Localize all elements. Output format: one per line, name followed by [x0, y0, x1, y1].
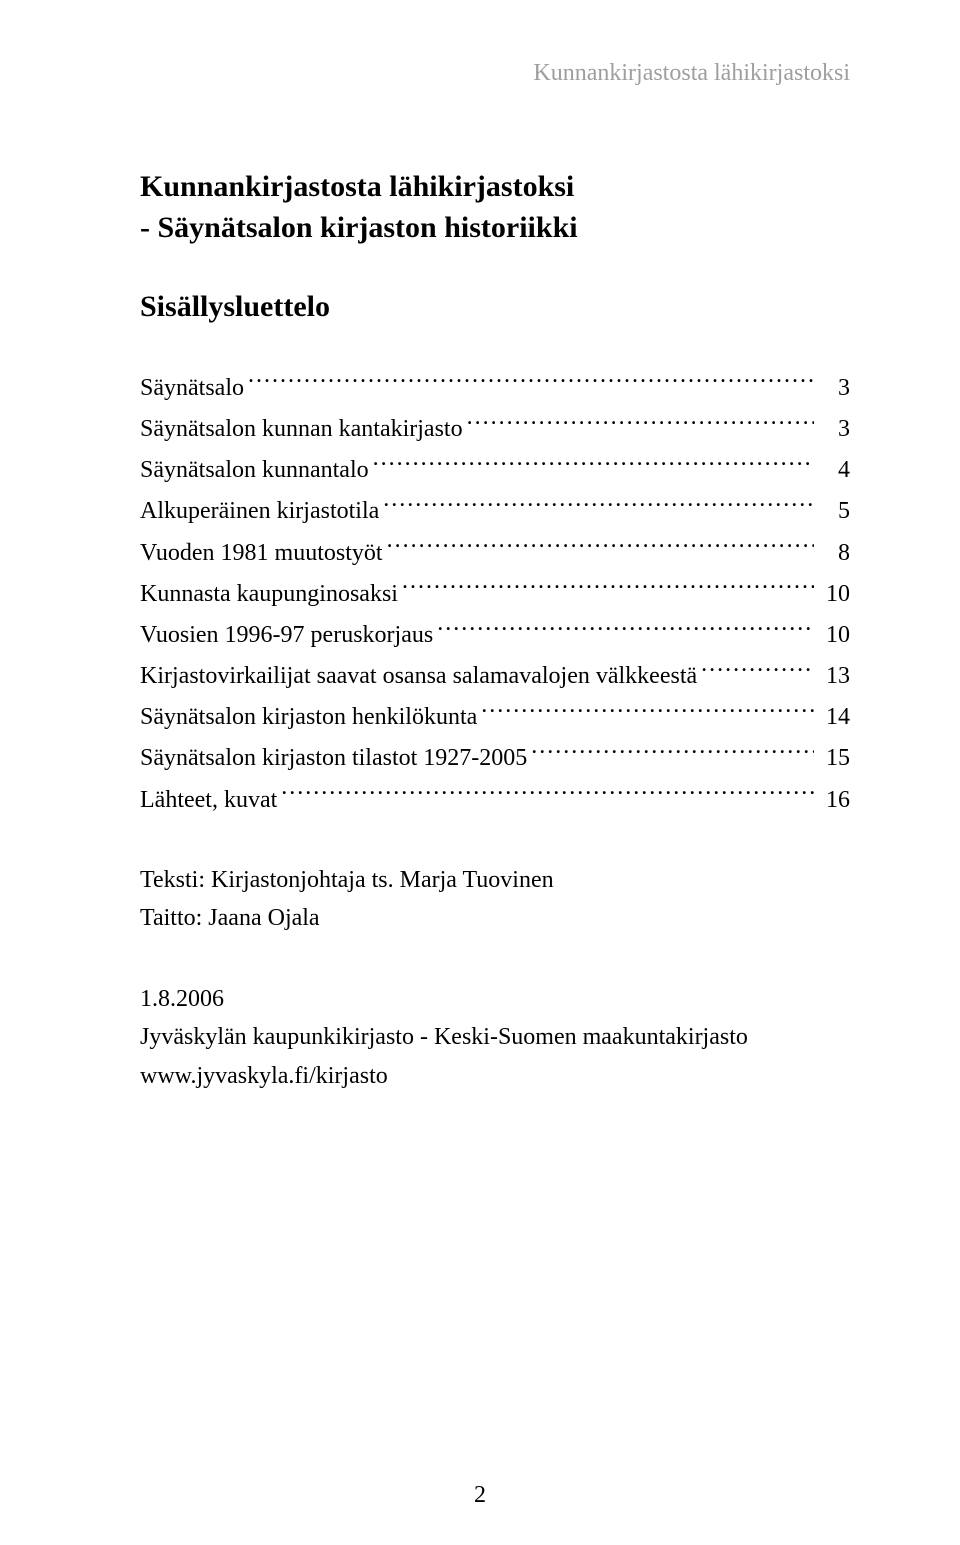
credits-layout-author: Taitto: Jaana Ojala	[140, 899, 850, 937]
toc-entry-label: Lähteet, kuvat	[140, 781, 277, 819]
toc-entry-page: 10	[818, 575, 850, 613]
toc-entry: Vuosien 1996-97 peruskorjaus 10	[140, 613, 850, 654]
toc-entry-label: Säynätsalon kunnan kantakirjasto	[140, 410, 463, 448]
toc-entry: Alkuperäinen kirjastotila 5	[140, 490, 850, 531]
toc-leader-dots	[481, 696, 814, 725]
imprint-publisher: Jyväskylän kaupunkikirjasto - Keski-Suom…	[140, 1018, 850, 1056]
page-number: 2	[0, 1482, 960, 1509]
title-line-2: - Säynätsalon kirjaston historiikki	[140, 211, 578, 244]
toc-leader-dots	[437, 613, 814, 642]
toc-entry-page: 5	[818, 492, 850, 530]
toc-leader-dots	[402, 572, 814, 601]
toc-entry-label: Säynätsalon kirjaston tilastot 1927-2005	[140, 739, 527, 777]
toc-leader-dots	[387, 531, 814, 560]
toc-entry-page: 3	[818, 410, 850, 448]
toc-entry: Lähteet, kuvat 16	[140, 778, 850, 819]
toc-entry: Säynätsalon kunnantalo 4	[140, 448, 850, 489]
toc-entry-page: 8	[818, 534, 850, 572]
toc-entry-label: Säynätsalo	[140, 369, 244, 407]
toc-leader-dots	[531, 737, 814, 766]
toc-entry: Kunnasta kaupunginosaksi 10	[140, 572, 850, 613]
toc-entry-page: 14	[818, 698, 850, 736]
toc-entry: Säynätsalo 3	[140, 366, 850, 407]
toc-leader-dots	[701, 654, 814, 683]
toc-entry-label: Vuoden 1981 muutostyöt	[140, 534, 383, 572]
toc-entry-page: 13	[818, 657, 850, 695]
toc-entry-label: Kunnasta kaupunginosaksi	[140, 575, 398, 613]
document-title: Kunnankirjastosta lähikirjastoksi - Säyn…	[140, 167, 850, 248]
toc-leader-dots	[248, 366, 814, 395]
toc-leader-dots	[467, 407, 814, 436]
toc-entry-label: Alkuperäinen kirjastotila	[140, 492, 379, 530]
toc-entry-page: 15	[818, 739, 850, 777]
toc-entry-label: Vuosien 1996-97 peruskorjaus	[140, 616, 433, 654]
table-of-contents: Säynätsalo 3 Säynätsalon kunnan kantakir…	[140, 366, 850, 819]
credits-text-author: Teksti: Kirjastonjohtaja ts. Marja Tuovi…	[140, 861, 850, 899]
toc-entry-page: 4	[818, 451, 850, 489]
toc-entry: Säynätsalon kirjaston henkilökunta 14	[140, 696, 850, 737]
toc-entry-label: Säynätsalon kunnantalo	[140, 451, 369, 489]
imprint-date: 1.8.2006	[140, 980, 850, 1018]
document-page: Kunnankirjastosta lähikirjastoksi Kunnan…	[0, 0, 960, 1545]
toc-entry: Säynätsalon kirjaston tilastot 1927-2005…	[140, 737, 850, 778]
toc-leader-dots	[373, 448, 814, 477]
toc-entry-page: 16	[818, 781, 850, 819]
toc-heading: Sisällysluettelo	[140, 290, 850, 324]
title-line-1: Kunnankirjastosta lähikirjastoksi	[140, 170, 574, 203]
imprint-block: 1.8.2006 Jyväskylän kaupunkikirjasto - K…	[140, 980, 850, 1095]
imprint-url: www.jyvaskyla.fi/kirjasto	[140, 1057, 850, 1095]
toc-entry-page: 10	[818, 616, 850, 654]
toc-entry: Vuoden 1981 muutostyöt 8	[140, 531, 850, 572]
toc-entry-label: Kirjastovirkailijat saavat osansa salama…	[140, 657, 697, 695]
toc-leader-dots	[281, 778, 814, 807]
toc-entry: Kirjastovirkailijat saavat osansa salama…	[140, 654, 850, 695]
toc-entry-label: Säynätsalon kirjaston henkilökunta	[140, 698, 477, 736]
toc-entry-page: 3	[818, 369, 850, 407]
running-header: Kunnankirjastosta lähikirjastoksi	[140, 60, 850, 87]
toc-leader-dots	[383, 490, 814, 519]
credits-block: Teksti: Kirjastonjohtaja ts. Marja Tuovi…	[140, 861, 850, 938]
toc-entry: Säynätsalon kunnan kantakirjasto 3	[140, 407, 850, 448]
